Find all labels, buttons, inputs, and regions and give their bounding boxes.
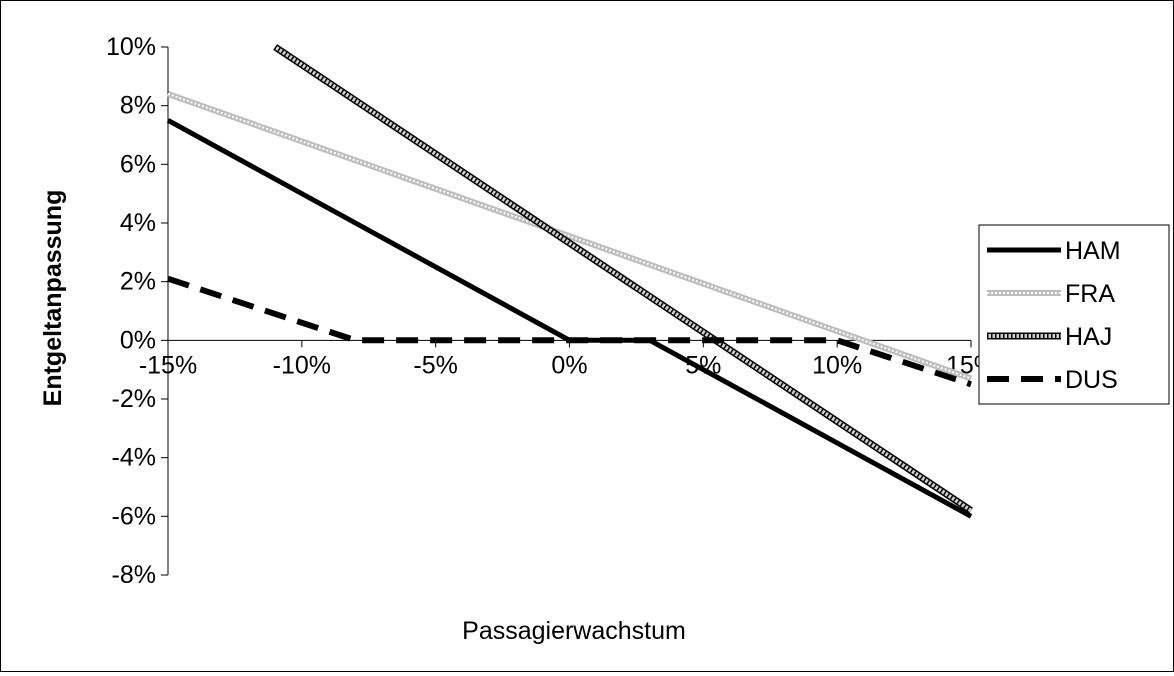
series-line-ham bbox=[166, 118, 973, 519]
y-tick-label: 0% bbox=[120, 326, 156, 354]
legend: HAM FRA HAJ DUS bbox=[978, 224, 1170, 405]
y-axis: 10% 8% 6% 4% 2% 0% -2% -4% -6% -8% bbox=[106, 33, 169, 589]
x-axis-label: Passagierwachstum bbox=[462, 617, 686, 645]
x-tick-label: -15% bbox=[139, 351, 197, 379]
x-tick-label: -5% bbox=[413, 351, 457, 379]
y-tick-label: 2% bbox=[120, 268, 156, 296]
y-tick-label: 8% bbox=[120, 92, 156, 120]
legend-label-fra: FRA bbox=[1065, 280, 1115, 308]
series-line-haj-hatch bbox=[273, 45, 973, 513]
legend-label-haj: HAJ bbox=[1065, 323, 1112, 351]
y-tick-label: 6% bbox=[120, 150, 156, 178]
series-line-fra bbox=[166, 91, 973, 382]
series-line-haj bbox=[273, 44, 973, 514]
legend-box bbox=[978, 224, 1170, 405]
y-tick-label: -8% bbox=[112, 561, 156, 589]
x-axis: -15% -10% -5% 0% 5% 10% 15% bbox=[139, 339, 996, 379]
x-tick-label: 0% bbox=[551, 351, 587, 379]
legend-label-dus: DUS bbox=[1065, 366, 1118, 394]
legend-label-ham: HAM bbox=[1065, 237, 1121, 265]
x-tick-label: -10% bbox=[273, 351, 331, 379]
y-tick-label: 10% bbox=[106, 33, 156, 61]
series-line-fra-hatch bbox=[167, 92, 972, 380]
y-axis-label: Entgeltanpassung bbox=[39, 190, 67, 407]
series-line-dus bbox=[167, 275, 972, 388]
y-tick-label: -6% bbox=[112, 502, 156, 530]
y-tick-label: 4% bbox=[120, 209, 156, 237]
y-tick-label: -2% bbox=[112, 385, 156, 413]
series-lines bbox=[166, 44, 973, 519]
y-tick-label: -4% bbox=[112, 444, 156, 472]
x-tick-label: 10% bbox=[812, 351, 862, 379]
